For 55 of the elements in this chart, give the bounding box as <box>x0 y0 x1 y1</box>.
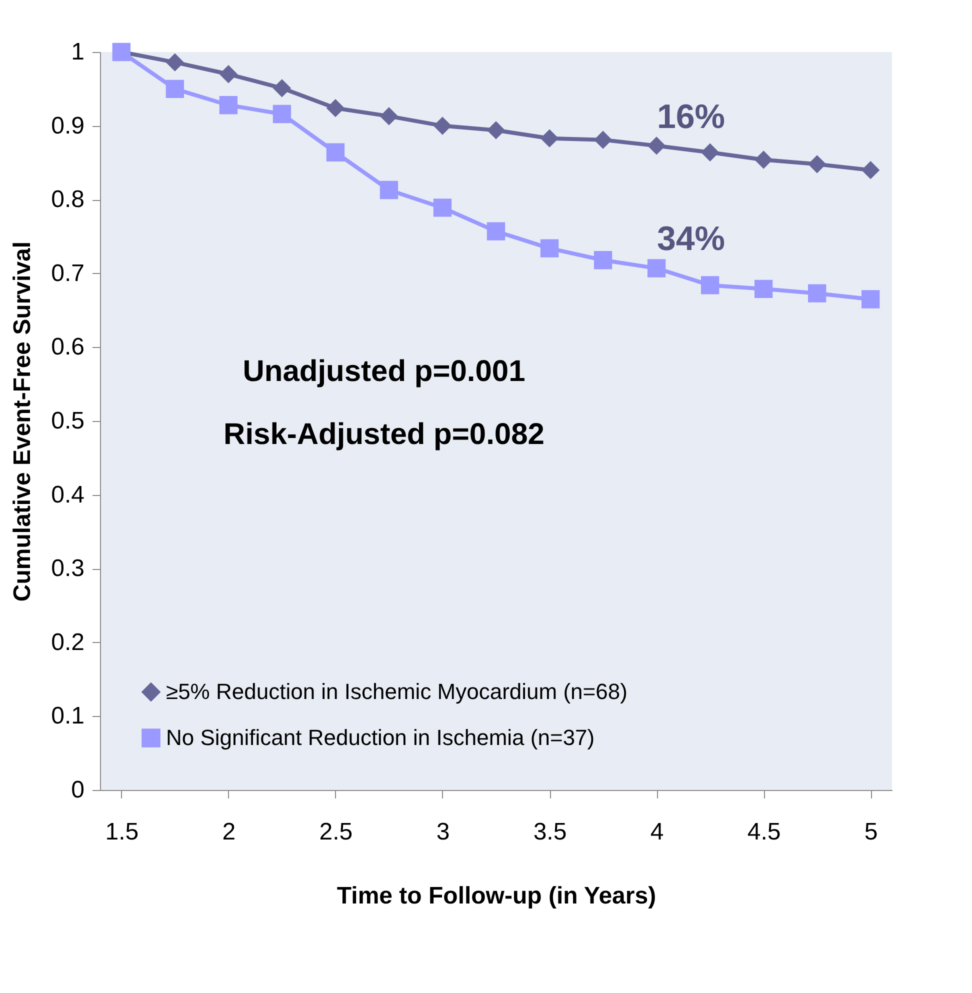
annotation: 16% <box>656 98 726 136</box>
y-tick-label: 0.1 <box>51 702 84 730</box>
point <box>647 259 666 278</box>
x-tick-label: 4 <box>650 818 664 846</box>
point <box>808 284 826 302</box>
point <box>166 80 184 98</box>
y-tick-label: 0.2 <box>51 628 84 656</box>
y-axis-title: Cumulative Event-Free Survival <box>9 241 36 602</box>
x-tick-label: 2 <box>222 818 236 846</box>
point <box>272 104 292 124</box>
point <box>219 65 238 84</box>
legend-label: ≥5% Reduction in Ischemic Myocardium (n=68) <box>166 679 628 704</box>
x-axis-title: Time to Follow-up (in Years) <box>336 882 656 910</box>
point <box>700 276 720 294</box>
y-tick-label: 0.3 <box>51 555 84 582</box>
point <box>486 222 506 240</box>
point <box>808 155 826 174</box>
x-tick-label: 4.5 <box>747 818 781 846</box>
y-tick-label: 0.9 <box>51 112 84 140</box>
x-tick-label: 3 <box>436 818 450 846</box>
y-tick-label: 0.8 <box>51 186 84 214</box>
x-tick-label: 2.5 <box>319 818 353 846</box>
point <box>486 121 506 140</box>
point <box>433 198 452 217</box>
point <box>326 99 345 118</box>
y-tick-label: 0.6 <box>51 334 84 361</box>
point <box>380 107 398 126</box>
x-tick-label: 1.5 <box>105 818 139 846</box>
point <box>219 96 238 114</box>
point <box>380 180 398 200</box>
y-tick-label: 0 <box>71 776 84 804</box>
annotation: 34% <box>656 220 726 258</box>
point <box>594 130 612 149</box>
point <box>647 136 666 155</box>
point <box>272 79 292 98</box>
y-tick-label: 0.7 <box>51 260 84 287</box>
point <box>166 53 184 72</box>
y-tick-label: 1 <box>71 38 84 66</box>
point <box>700 143 720 162</box>
point <box>594 251 612 270</box>
point <box>326 143 345 162</box>
y-tick-label: 0.5 <box>51 408 84 434</box>
point <box>754 150 773 169</box>
point <box>754 280 773 298</box>
point <box>433 116 452 135</box>
annotation: Unadjusted p=0.001 <box>242 355 526 388</box>
x-tick-label: 3.5 <box>533 818 567 846</box>
point <box>540 129 559 148</box>
x-tick-label: 5 <box>864 818 878 846</box>
legend-label: No Significant Reduction in Ischemia (n=37) <box>166 725 595 750</box>
annotation: Risk-Adjusted p=0.082 <box>224 418 544 451</box>
point <box>862 160 880 180</box>
point <box>862 290 880 308</box>
point <box>540 239 559 258</box>
y-tick-label: 0.4 <box>51 481 84 508</box>
